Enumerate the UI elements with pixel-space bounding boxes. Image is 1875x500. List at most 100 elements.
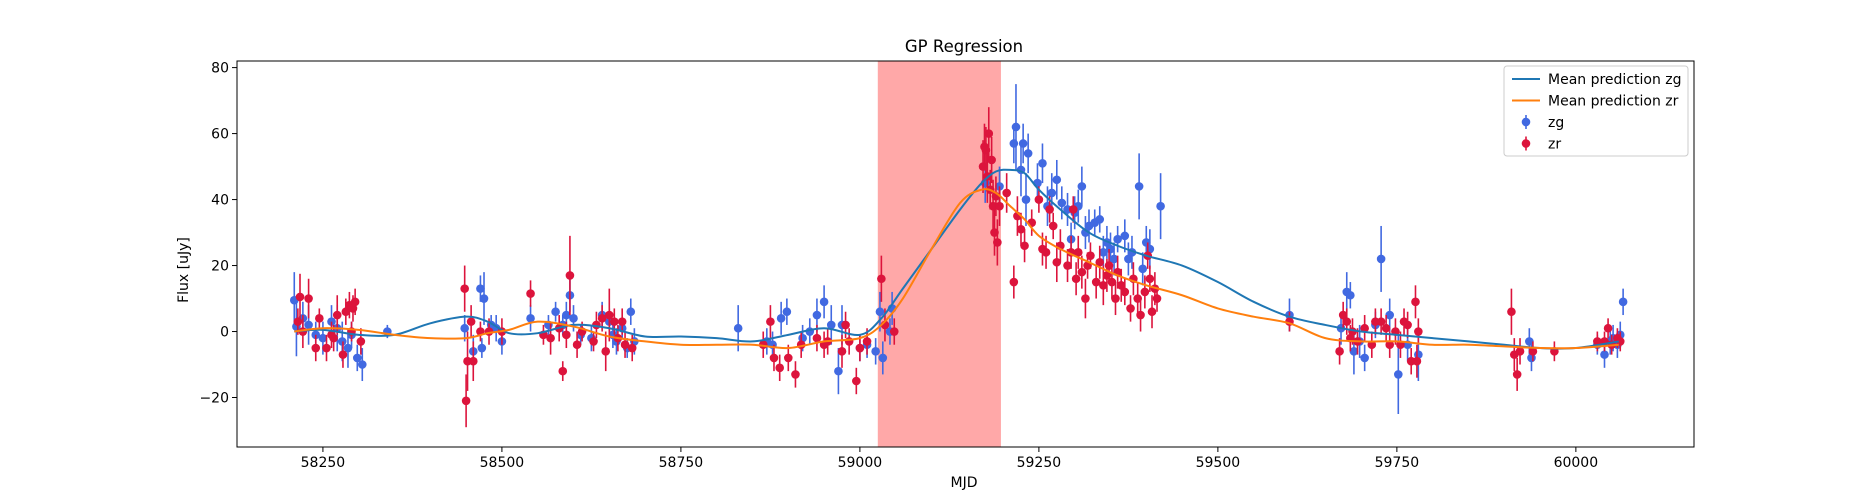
data-point-zg (1138, 264, 1148, 274)
data-point-zg (878, 353, 888, 363)
data-point-zr (1126, 304, 1135, 313)
data-point-zr (1052, 257, 1062, 267)
data-point-zr (1063, 261, 1072, 270)
data-point-zg (1134, 182, 1144, 191)
data-point-zr (562, 330, 571, 340)
data-point-zr (1071, 274, 1081, 284)
data-point-zr (311, 343, 321, 353)
shaded-region (877, 61, 1001, 447)
data-point-zr (1335, 347, 1344, 356)
data-point-zg (1124, 254, 1133, 264)
data-point-zr (769, 353, 779, 363)
plot-area: 58250 58500 58750 59000 59250 59500 59750 60000… (199, 60, 1695, 471)
data-point-zr (1009, 277, 1019, 287)
x-tick-label: 59250 (1017, 455, 1062, 471)
data-point-zr (1136, 310, 1145, 320)
data-point-zg (1011, 122, 1021, 132)
y-tick-label: 20 (211, 259, 229, 275)
data-point-zr (1342, 317, 1352, 326)
data-point-zg (304, 320, 313, 330)
data-point-zg (782, 307, 792, 317)
x-tick-label: 58750 (659, 455, 704, 471)
data-point-zg (819, 297, 829, 307)
data-point-zg (1057, 198, 1067, 208)
data-point-zr (993, 238, 1002, 247)
data-point-zr (889, 327, 899, 336)
data-point-zr (617, 317, 627, 326)
data-point-zr (1095, 257, 1105, 267)
data-point-zr (1403, 320, 1412, 330)
y-axis-label: Flux [uJy] (176, 237, 192, 303)
series-zr (293, 107, 1625, 428)
data-point-zr (1145, 274, 1155, 284)
data-point-zr (558, 366, 568, 376)
data-point-zr (783, 353, 793, 363)
data-point-zr (1081, 294, 1090, 303)
data-point-zg (477, 343, 487, 353)
data-point-zr (995, 201, 1004, 211)
data-point-zg (1021, 195, 1031, 204)
data-point-zr (1048, 221, 1058, 231)
data-point-zg (1394, 370, 1403, 379)
data-point-zg (1600, 350, 1609, 359)
x-axis-label: MJD (951, 475, 978, 491)
data-point-zg (1346, 290, 1355, 300)
data-point-zr (601, 347, 611, 356)
data-point-zr (293, 317, 303, 326)
data-point-zr (1152, 294, 1162, 303)
axes-frame (236, 60, 1695, 448)
data-point-zr (565, 271, 575, 280)
data-point-zr (1615, 337, 1625, 346)
data-point-zr (295, 292, 305, 302)
data-point-zr (1528, 347, 1538, 356)
data-point-zg (871, 347, 880, 356)
data-point-zg (479, 294, 489, 303)
data-point-zg (1618, 297, 1628, 307)
data-point-zr (597, 314, 607, 323)
data-point-zg (1095, 215, 1105, 224)
legend-label: zr (1548, 137, 1561, 153)
x-tick-label: 58500 (480, 455, 525, 471)
data-point-zr (1603, 323, 1613, 333)
data-point-zr (984, 129, 994, 138)
x-tick-label: 59500 (1196, 455, 1241, 471)
data-point-zg (551, 307, 560, 317)
data-point-zr (329, 333, 338, 343)
data-point-zr (461, 396, 471, 406)
data-point-zg (1052, 175, 1062, 185)
data-point-zr (468, 356, 478, 366)
data-point-zr (610, 317, 619, 326)
y-tick-label: 40 (211, 193, 229, 209)
data-point-zr (766, 317, 775, 326)
data-point-zg (812, 310, 822, 320)
data-point-zr (1140, 287, 1150, 297)
data-point-zg (1038, 158, 1047, 168)
data-point-zg (875, 307, 885, 317)
data-point-zr (1107, 277, 1117, 287)
data-point-zr (1002, 188, 1011, 198)
data-point-zr (987, 155, 996, 165)
data-point-zr (572, 340, 582, 350)
data-point-zr (304, 294, 313, 303)
data-point-zg (343, 343, 353, 353)
data-point-zg (318, 333, 328, 343)
data-point-zr (1116, 281, 1126, 290)
data-point-zr (322, 343, 331, 353)
data-point-zr (1338, 310, 1348, 320)
data-point-zg (1109, 254, 1119, 264)
y-tick-label: 60 (211, 127, 229, 143)
data-point-zr (837, 347, 847, 356)
data-point-zg (826, 320, 836, 330)
data-point-zr (460, 284, 469, 293)
legend-box (1503, 65, 1689, 157)
data-point-zr (1034, 195, 1044, 204)
data-point-zr (350, 297, 360, 307)
data-point-zg (1360, 353, 1369, 363)
data-point-zr (1376, 317, 1386, 326)
x-tick-label: 59000 (838, 455, 883, 471)
data-point-zr (1091, 277, 1101, 287)
data-point-zr (620, 340, 630, 350)
data-point-zr (1077, 267, 1087, 277)
data-point-zg (352, 353, 362, 363)
